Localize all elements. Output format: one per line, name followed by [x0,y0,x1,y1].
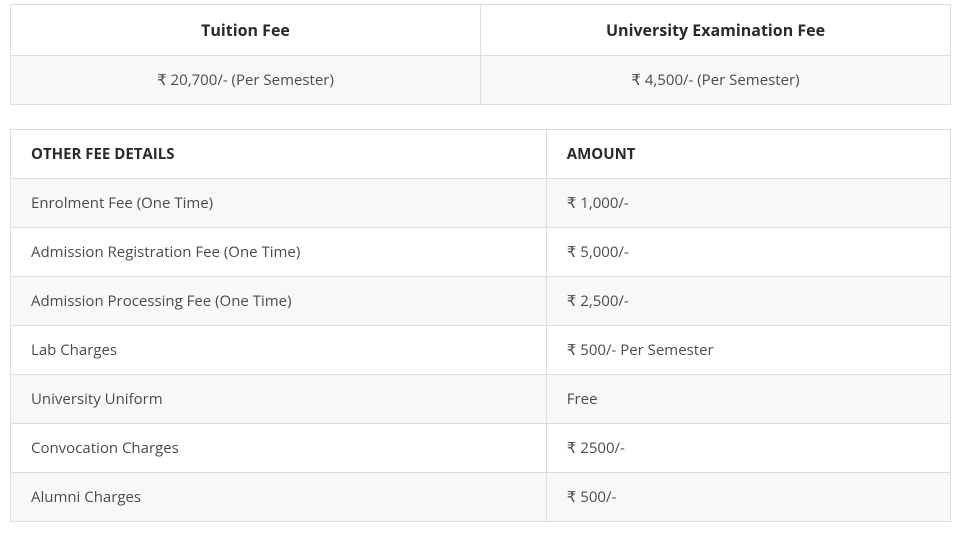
table-row: Alumni Charges ₹ 500/- [11,473,951,522]
fee-label: Enrolment Fee (One Time) [11,179,547,228]
table-header-row: Tuition Fee University Examination Fee [11,5,951,56]
table-row: University Uniform Free [11,375,951,424]
fee-label: Admission Registration Fee (One Time) [11,228,547,277]
table-row: Lab Charges ₹ 500/- Per Semester [11,326,951,375]
fee-label: Convocation Charges [11,424,547,473]
tuition-fee-value: ₹ 20,700/- (Per Semester) [11,56,481,105]
fee-amount: ₹ 2,500/- [546,277,950,326]
fee-label: Alumni Charges [11,473,547,522]
table-row: Admission Registration Fee (One Time) ₹ … [11,228,951,277]
main-fee-table: Tuition Fee University Examination Fee ₹… [10,4,951,105]
fee-label: University Uniform [11,375,547,424]
fee-label: Lab Charges [11,326,547,375]
amount-header: AMOUNT [546,130,950,179]
table-row: Convocation Charges ₹ 2500/- [11,424,951,473]
fee-amount: ₹ 500/- Per Semester [546,326,950,375]
fee-amount: ₹ 5,000/- [546,228,950,277]
fee-amount: Free [546,375,950,424]
fee-amount: ₹ 1,000/- [546,179,950,228]
other-fee-details-table: OTHER FEE DETAILS AMOUNT Enrolment Fee (… [10,129,951,522]
table-row: Admission Processing Fee (One Time) ₹ 2,… [11,277,951,326]
exam-fee-header: University Examination Fee [481,5,951,56]
tuition-fee-header: Tuition Fee [11,5,481,56]
fee-amount: ₹ 2500/- [546,424,950,473]
fee-label: Admission Processing Fee (One Time) [11,277,547,326]
table-row: ₹ 20,700/- (Per Semester) ₹ 4,500/- (Per… [11,56,951,105]
table-header-row: OTHER FEE DETAILS AMOUNT [11,130,951,179]
details-header: OTHER FEE DETAILS [11,130,547,179]
fee-amount: ₹ 500/- [546,473,950,522]
table-row: Enrolment Fee (One Time) ₹ 1,000/- [11,179,951,228]
exam-fee-value: ₹ 4,500/- (Per Semester) [481,56,951,105]
